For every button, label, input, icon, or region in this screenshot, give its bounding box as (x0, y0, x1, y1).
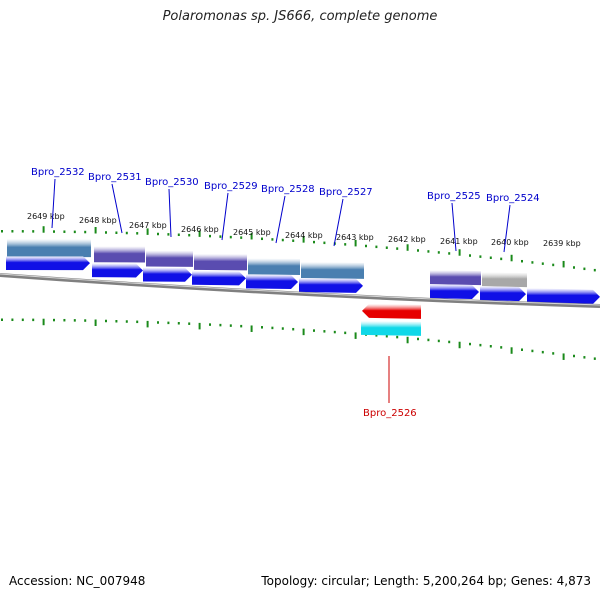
genome-backbone-highlight (0, 273, 600, 306)
tick-label: 2643 kbp (336, 233, 374, 242)
cds-arrow-forward[interactable] (192, 270, 246, 286)
gene-leader-line (275, 195, 286, 244)
tick-label: 2647 kbp (129, 221, 167, 230)
gene-leader-line (51, 178, 56, 229)
cds-arrow-forward[interactable] (527, 288, 600, 304)
tick-label: 2641 kbp (440, 237, 478, 246)
gene-label[interactable]: Bpro_2532 (31, 167, 85, 178)
cds-arrow-forward[interactable] (299, 277, 363, 293)
gene-leader-line (451, 202, 457, 252)
tick-label: 2640 kbp (491, 238, 529, 247)
gene-label[interactable]: Bpro_2531 (88, 172, 142, 183)
map-title: Polaromonas sp. JS666, complete genome (162, 9, 438, 24)
tick-label: 2649 kbp (27, 212, 65, 221)
backbone (0, 273, 600, 308)
gene-label[interactable]: Bpro_2524 (486, 193, 540, 204)
cds-arrow-forward[interactable] (6, 256, 90, 271)
cds-arrow-forward[interactable] (143, 267, 192, 282)
gene-leader-line (168, 188, 172, 238)
cds-arrow-forward[interactable] (246, 274, 298, 289)
gene-block[interactable] (301, 261, 364, 279)
gene-block[interactable] (482, 272, 527, 288)
tick-label: 2642 kbp (388, 235, 426, 244)
tick-labels: 2649 kbp 2648 kbp 2647 kbp 2646 kbp 2645 kbp… (27, 212, 581, 248)
gene-leader-line (503, 204, 511, 253)
cds-arrow-forward[interactable] (92, 263, 143, 278)
genome-backbone (0, 273, 600, 308)
gene-label[interactable]: Bpro_2530 (145, 177, 199, 188)
cds-arrow-reverse[interactable] (362, 303, 421, 319)
gene-block[interactable] (361, 320, 421, 336)
gene-label[interactable]: Bpro_2527 (319, 187, 373, 198)
gene-block[interactable] (94, 246, 145, 263)
gene-leader-line (333, 198, 344, 247)
gene-block[interactable] (430, 270, 481, 286)
gene-label[interactable]: Bpro_2529 (204, 181, 258, 192)
gene-leader-line (111, 183, 123, 234)
gene-label[interactable]: Bpro_2526 (363, 408, 417, 419)
tick-label: 2648 kbp (79, 216, 117, 225)
tick-label: 2645 kbp (233, 228, 271, 237)
gene-label-leaders (51, 178, 511, 403)
cds-arrow-forward[interactable] (480, 286, 526, 302)
tick-label: 2644 kbp (285, 231, 323, 240)
bottom-tick-track (1, 318, 596, 360)
gene-labels: Bpro_2532 Bpro_2531 Bpro_2530 Bpro_2529 Bpro… (31, 167, 540, 419)
accession-text: Accession: NC_007948 (9, 574, 146, 588)
cds-arrow-forward[interactable] (430, 284, 479, 300)
tick-label: 2646 kbp (181, 225, 219, 234)
feature-blocks (6, 239, 600, 336)
gene-label[interactable]: Bpro_2525 (427, 191, 481, 202)
gene-label[interactable]: Bpro_2528 (261, 184, 315, 195)
gene-leader-line (221, 192, 229, 241)
genome-summary-text: Topology: circular; Length: 5,200,264 bp… (261, 574, 591, 588)
gene-block[interactable] (194, 253, 247, 271)
gene-block[interactable] (248, 258, 300, 275)
gene-block[interactable] (7, 239, 91, 258)
top-tick-track (1, 226, 596, 272)
tick-label: 2639 kbp (543, 239, 581, 248)
gene-block[interactable] (146, 250, 193, 267)
